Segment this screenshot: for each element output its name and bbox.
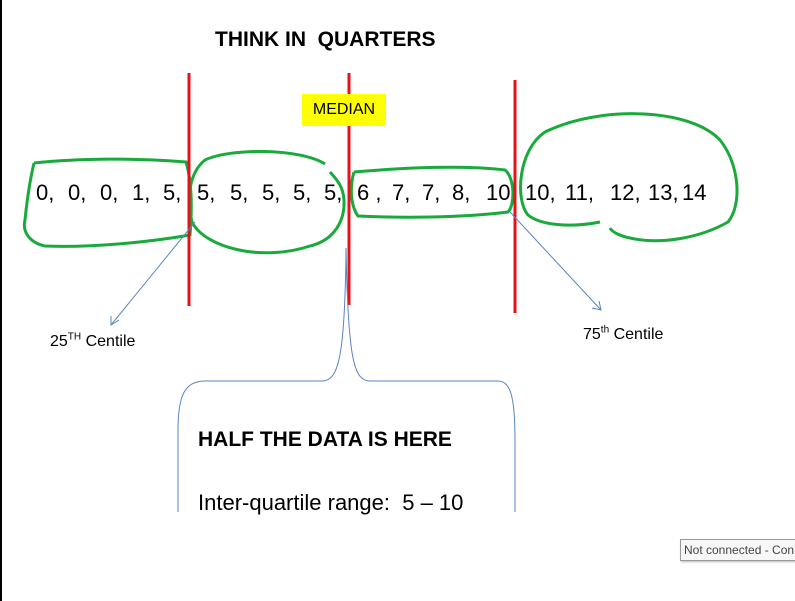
data-value: 7, bbox=[392, 180, 411, 205]
connection-status-tooltip: Not connected - Con bbox=[680, 539, 795, 561]
data-value: 5, bbox=[163, 180, 182, 205]
group-loop-2 bbox=[187, 150, 346, 255]
data-value: 10 bbox=[486, 180, 511, 205]
centile-75-text: Centile bbox=[609, 326, 664, 343]
data-value: 5, bbox=[230, 180, 249, 205]
data-value: 12, bbox=[610, 180, 641, 205]
half-data-brace bbox=[177, 247, 516, 512]
page-title: THINK IN QUARTERS bbox=[215, 28, 436, 51]
median-label: MEDIAN bbox=[302, 94, 386, 126]
iqr-label: Inter-quartile range: 5 – 10 bbox=[198, 490, 464, 515]
data-value: 5, bbox=[324, 180, 343, 205]
group-loop-1 bbox=[22, 157, 193, 248]
data-value: 0, bbox=[100, 180, 119, 205]
centile-75-label: 75th Centile bbox=[583, 324, 664, 344]
data-value: 0, bbox=[36, 180, 55, 205]
data-value: 13, bbox=[648, 180, 679, 205]
data-value: 7, bbox=[422, 180, 441, 205]
data-value: 6 , bbox=[357, 180, 382, 205]
data-value: 5, bbox=[262, 180, 281, 205]
centile-75-suffix: th bbox=[600, 324, 610, 336]
data-value: 1, bbox=[132, 180, 151, 205]
group-loop-3 bbox=[349, 165, 515, 219]
data-value: 11, bbox=[565, 180, 594, 205]
centile-25-label: 25TH Centile bbox=[50, 331, 136, 351]
data-value: 10, bbox=[525, 180, 556, 205]
data-value: 5, bbox=[293, 180, 312, 205]
group-loop-4 bbox=[519, 112, 739, 243]
centile-25-number: 25 bbox=[50, 333, 68, 350]
data-value: 8, bbox=[452, 180, 471, 205]
data-value: 14 bbox=[682, 180, 707, 205]
arrow-25th bbox=[110, 221, 196, 326]
data-value: 0, bbox=[68, 180, 87, 205]
window-edge bbox=[0, 0, 2, 601]
centile-75-number: 75 bbox=[583, 326, 601, 343]
half-data-label: HALF THE DATA IS HERE bbox=[198, 428, 452, 451]
centile-25-suffix: TH bbox=[67, 331, 82, 343]
data-value: 5, bbox=[197, 180, 216, 205]
centile-25-text: Centile bbox=[81, 333, 136, 350]
arrow-75th bbox=[509, 211, 602, 311]
